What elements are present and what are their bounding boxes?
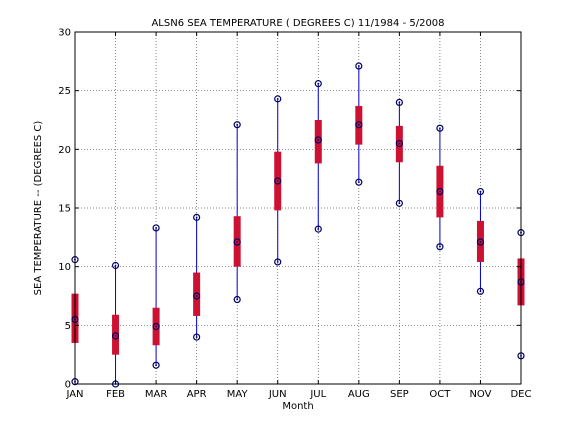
min-marker-dot — [155, 364, 157, 367]
x-axis-label: Month — [282, 401, 313, 412]
max-marker-dot — [479, 190, 482, 193]
median-marker — [111, 332, 120, 340]
x-tick-label: NOV — [469, 389, 491, 400]
x-tick-label: MAY — [227, 389, 249, 400]
median-marker — [152, 322, 160, 331]
max-marker-dot — [114, 264, 117, 267]
max-marker-dot — [236, 123, 239, 126]
max-marker — [314, 80, 322, 88]
x-tick-label: JAN — [65, 389, 83, 400]
y-tick-label: 5 — [65, 321, 71, 332]
min-marker-dot — [317, 228, 320, 231]
min-marker-dot — [398, 202, 401, 205]
median-marker-dot — [155, 325, 157, 328]
axis-ticks: 0 5 10 15 20 25 30 JAN FEB MAR APR MAY JUN JUL AUG SEP O… — [58, 28, 531, 401]
y-tick-label: 20 — [58, 145, 71, 156]
x-tick-label: SEP — [390, 389, 409, 400]
min-marker — [436, 243, 444, 251]
min-marker — [314, 225, 322, 233]
min-marker — [355, 178, 363, 186]
median-marker-dot — [276, 180, 279, 182]
median-marker-dot — [236, 241, 239, 243]
min-marker — [152, 361, 160, 369]
min-marker-dot — [439, 245, 441, 248]
min-marker — [193, 333, 201, 341]
median-marker-dot — [317, 139, 320, 141]
median-marker-dot — [195, 295, 198, 297]
x-tick-label: FEB — [106, 389, 125, 400]
max-marker — [436, 124, 444, 132]
median-marker-dot — [439, 190, 441, 193]
max-marker-dot — [195, 216, 198, 219]
y-tick-label: 15 — [58, 204, 71, 215]
max-marker — [395, 98, 403, 107]
median-marker — [476, 238, 485, 246]
grid-lines — [75, 32, 521, 384]
max-marker-dot — [155, 227, 157, 229]
x-tick-label: OCT — [429, 389, 451, 400]
max-marker — [476, 187, 485, 196]
x-tick-label: JUL — [309, 389, 326, 400]
min-marker-dot — [357, 181, 360, 184]
max-marker — [111, 261, 120, 270]
min-marker — [395, 199, 403, 207]
y-tick-label: 30 — [58, 28, 71, 39]
median-marker — [193, 292, 201, 300]
max-marker-dot — [317, 82, 320, 85]
x-tick-label: DEC — [510, 389, 531, 400]
x-tick-label: MAR — [145, 389, 167, 400]
max-marker-dot — [398, 101, 401, 104]
x-tick-label: APR — [187, 389, 207, 400]
median-marker — [274, 177, 282, 185]
min-marker-dot — [276, 261, 279, 263]
max-marker-dot — [276, 97, 279, 100]
max-marker — [274, 95, 282, 103]
min-marker-dot — [236, 298, 239, 301]
chart-title: ALSN6 SEA TEMPERATURE ( DEGREES C) 11/19… — [151, 18, 444, 29]
max-marker — [193, 213, 201, 221]
iqr-box — [193, 272, 201, 316]
x-tick-label: AUG — [348, 389, 370, 400]
median-marker-dot — [479, 241, 482, 243]
median-marker-dot — [114, 334, 117, 337]
max-marker — [355, 62, 363, 70]
iqr-box — [314, 120, 322, 164]
median-marker-dot — [398, 142, 401, 145]
y-axis-label: SEA TEMPERATURE -- (DEGREES C) — [33, 121, 44, 296]
max-marker-dot — [439, 127, 441, 130]
median-marker — [355, 121, 363, 129]
median-marker — [314, 136, 322, 144]
x-tick-label: JUN — [268, 389, 287, 400]
min-marker-dot — [195, 336, 198, 338]
min-marker — [233, 295, 241, 304]
median-marker — [436, 187, 444, 196]
min-marker — [274, 258, 282, 266]
median-marker — [233, 238, 241, 246]
median-marker-dot — [357, 123, 360, 126]
y-tick-label: 25 — [58, 86, 71, 97]
iqr-box — [112, 314, 120, 355]
min-marker-dot — [479, 290, 482, 293]
y-tick-label: 0 — [65, 380, 71, 391]
max-marker — [152, 224, 160, 232]
max-marker — [233, 121, 241, 129]
max-marker-dot — [357, 65, 360, 67]
y-tick-label: 10 — [58, 262, 71, 273]
median-marker — [395, 139, 403, 148]
min-marker — [476, 287, 485, 295]
